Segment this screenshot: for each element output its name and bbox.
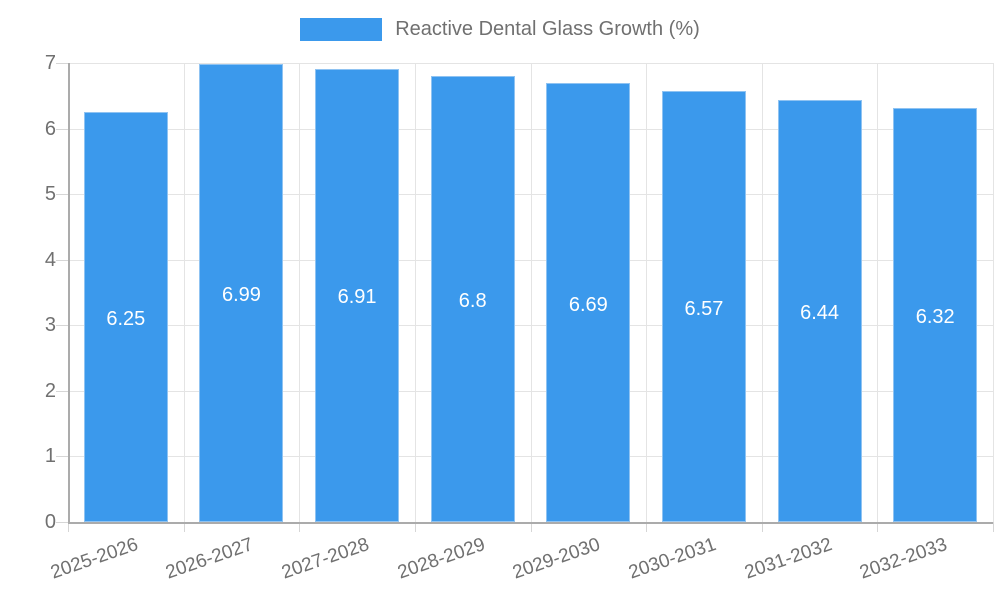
y-axis-tick	[56, 63, 68, 64]
x-axis-tick-label: 2030-2031	[626, 534, 719, 584]
x-gridline	[415, 63, 416, 522]
y-axis-tick	[56, 391, 68, 392]
y-gridline	[68, 260, 993, 261]
x-axis-tick-label: 2032-2033	[857, 534, 951, 584]
x-gridline	[762, 63, 763, 522]
y-axis-tick-label: 0	[44, 511, 56, 533]
y-axis-tick-label: 5	[44, 183, 56, 205]
x-axis-tick-label: 2026-2027	[163, 534, 257, 584]
bar-value-label: 6.8	[458, 290, 487, 313]
bar-value-label: 6.25	[106, 308, 146, 331]
y-axis-tick	[56, 260, 68, 261]
bar[interactable]	[661, 91, 746, 522]
x-axis-tick	[299, 522, 300, 532]
x-axis-tick	[993, 522, 994, 532]
y-gridline	[68, 129, 993, 130]
bar-value-label: 6.69	[568, 293, 608, 316]
y-axis-tick-label: 2	[44, 380, 56, 402]
bar[interactable]	[777, 99, 862, 522]
y-axis-tick	[56, 194, 68, 195]
y-axis-tick	[56, 129, 68, 130]
bar-value-label: 6.57	[684, 297, 724, 320]
bar[interactable]	[315, 68, 400, 522]
bar-value-label: 6.99	[221, 283, 261, 306]
y-gridline	[68, 325, 993, 326]
y-gridline	[68, 63, 993, 64]
x-axis-tick	[415, 522, 416, 532]
x-axis-tick	[184, 522, 185, 532]
bar-value-label: 6.44	[800, 301, 840, 324]
bar[interactable]	[83, 112, 168, 522]
y-gridline	[68, 194, 993, 195]
x-gridline	[877, 63, 878, 522]
x-axis-tick	[762, 522, 763, 532]
y-gridline	[68, 391, 993, 392]
x-axis-tick-label: 2031-2032	[741, 534, 835, 584]
x-axis-tick-label: 2025-2026	[47, 534, 141, 584]
x-axis-tick	[531, 522, 532, 532]
y-axis-tick	[56, 522, 68, 523]
x-axis-tick-label: 2029-2030	[510, 534, 604, 584]
bar[interactable]	[546, 83, 631, 522]
bar[interactable]	[430, 76, 515, 522]
x-axis-tick	[68, 522, 69, 532]
y-axis-tick-label: 3	[44, 314, 56, 336]
chart-legend[interactable]: Reactive Dental Glass Growth (%)	[0, 18, 1000, 41]
x-axis-tick-label: 2027-2028	[279, 534, 372, 584]
bar[interactable]	[199, 63, 284, 522]
x-gridline	[531, 63, 532, 522]
x-gridline	[299, 63, 300, 522]
y-axis-tick-label: 4	[44, 249, 56, 271]
x-axis-tick	[877, 522, 878, 532]
x-axis-line	[68, 522, 993, 524]
legend-swatch	[300, 18, 383, 41]
y-gridline	[68, 456, 993, 457]
bar-value-label: 6.91	[337, 286, 377, 309]
y-axis-tick	[56, 456, 68, 457]
x-gridline	[646, 63, 647, 522]
x-axis-tick	[646, 522, 647, 532]
x-gridline	[993, 63, 994, 522]
x-axis-tick-label: 2028-2029	[394, 534, 488, 584]
y-axis-tick-label: 7	[44, 52, 56, 74]
bar[interactable]	[893, 107, 978, 522]
y-axis-tick-label: 1	[44, 445, 56, 467]
x-gridline	[184, 63, 185, 522]
y-axis-line	[68, 63, 70, 522]
y-axis-tick-label: 6	[44, 118, 56, 140]
legend-label: Reactive Dental Glass Growth (%)	[395, 18, 700, 40]
bar-value-label: 6.32	[915, 305, 955, 328]
y-axis-tick	[56, 325, 68, 326]
